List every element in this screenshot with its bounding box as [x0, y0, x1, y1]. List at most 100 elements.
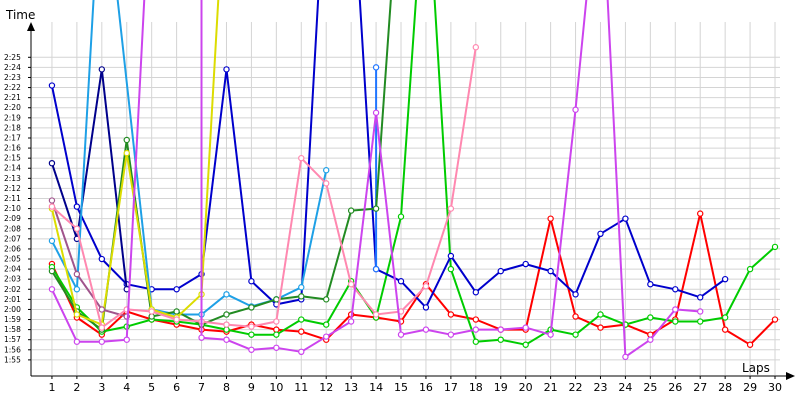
data-point [73, 286, 81, 293]
data-point [298, 328, 305, 335]
data-point [572, 331, 579, 338]
data-point [472, 316, 480, 323]
data-point [746, 341, 754, 348]
data-point [647, 314, 654, 321]
series-layer [48, 0, 779, 361]
data-point [223, 291, 230, 298]
data-point [98, 306, 106, 313]
x-tick-label: 19 [494, 381, 508, 394]
x-tick-label: 18 [469, 381, 483, 394]
data-point [173, 286, 180, 293]
data-point [98, 66, 106, 73]
data-point [173, 308, 180, 315]
data-point [522, 260, 529, 268]
data-point [572, 291, 579, 298]
data-point [347, 318, 355, 325]
data-point [323, 321, 330, 328]
data-point [522, 341, 529, 348]
data-point [547, 267, 554, 275]
data-point [48, 197, 56, 204]
data-point [597, 230, 604, 237]
y-tick-label: 1:55 [4, 355, 21, 364]
x-tick-label: 17 [444, 381, 458, 394]
x-tick-label: 23 [593, 381, 607, 394]
y-tick-label: 2:23 [4, 73, 21, 82]
y-tick-label: 1:59 [4, 315, 21, 324]
series-9 [48, 197, 130, 320]
data-point [73, 270, 81, 278]
data-point [422, 326, 430, 333]
y-tick-label: 2:19 [4, 113, 21, 122]
data-point [173, 316, 180, 323]
x-axis-label: Laps [742, 361, 770, 375]
x-tick-label: 7 [198, 381, 205, 394]
data-point [298, 316, 305, 323]
data-point [422, 304, 430, 311]
data-point [597, 311, 604, 318]
axes: Time Laps [5, 8, 795, 380]
data-point [771, 243, 779, 251]
y-tick-label: 2:10 [4, 204, 21, 213]
data-point [98, 338, 106, 345]
data-point [572, 106, 579, 113]
y-tick-label: 1:56 [4, 345, 21, 354]
series-4 [48, 66, 130, 293]
x-tick-label: 1 [48, 381, 55, 394]
data-point [547, 331, 554, 338]
x-tick-label: 30 [768, 381, 782, 394]
data-point [248, 323, 255, 330]
data-point [323, 180, 330, 187]
data-point [672, 306, 679, 313]
data-point [447, 311, 455, 318]
y-tick-label: 2:03 [4, 275, 21, 284]
data-point [672, 318, 679, 325]
data-point [372, 109, 380, 116]
data-point [198, 334, 205, 341]
x-tick-label: 15 [394, 381, 408, 394]
x-tick-label: 29 [743, 381, 757, 394]
x-tick-label: 27 [693, 381, 707, 394]
data-point [223, 311, 230, 318]
data-point [273, 331, 280, 338]
x-tick-label: 11 [294, 381, 308, 394]
data-point [298, 154, 305, 162]
y-tick-label: 2:21 [4, 93, 21, 102]
data-point [372, 265, 380, 273]
data-point [48, 82, 56, 89]
y-tick-label: 2:11 [4, 194, 21, 203]
y-tick-label: 2:04 [4, 265, 21, 274]
data-point [472, 289, 480, 296]
x-tick-label: 20 [519, 381, 533, 394]
series-line [50, 0, 726, 309]
data-point [497, 336, 504, 343]
x-tick-label: 21 [544, 381, 558, 394]
data-point [273, 326, 280, 333]
data-point [697, 308, 704, 315]
y-tick-label: 2:07 [4, 234, 21, 243]
data-point [223, 336, 230, 343]
data-point [647, 281, 654, 288]
data-point [48, 267, 56, 275]
data-point [298, 293, 305, 300]
data-point [572, 313, 579, 320]
data-point [273, 318, 280, 325]
series-8 [48, 0, 220, 328]
data-point [73, 225, 81, 232]
x-tick-label: 24 [618, 381, 632, 394]
data-point [347, 207, 355, 214]
data-point [248, 331, 255, 338]
y-tick-label: 2:00 [4, 305, 21, 314]
y-tick-label: 2:15 [4, 154, 21, 163]
data-point [98, 255, 106, 263]
y-tick-label: 2:09 [4, 214, 21, 223]
data-point [447, 205, 455, 212]
x-tick-label: 13 [344, 381, 358, 394]
data-point [497, 267, 504, 275]
y-tick-label: 2:25 [4, 53, 21, 62]
data-point [721, 275, 729, 283]
data-point [721, 326, 729, 333]
data-point [123, 149, 130, 157]
data-point [123, 336, 130, 343]
series-11 [48, 0, 704, 361]
